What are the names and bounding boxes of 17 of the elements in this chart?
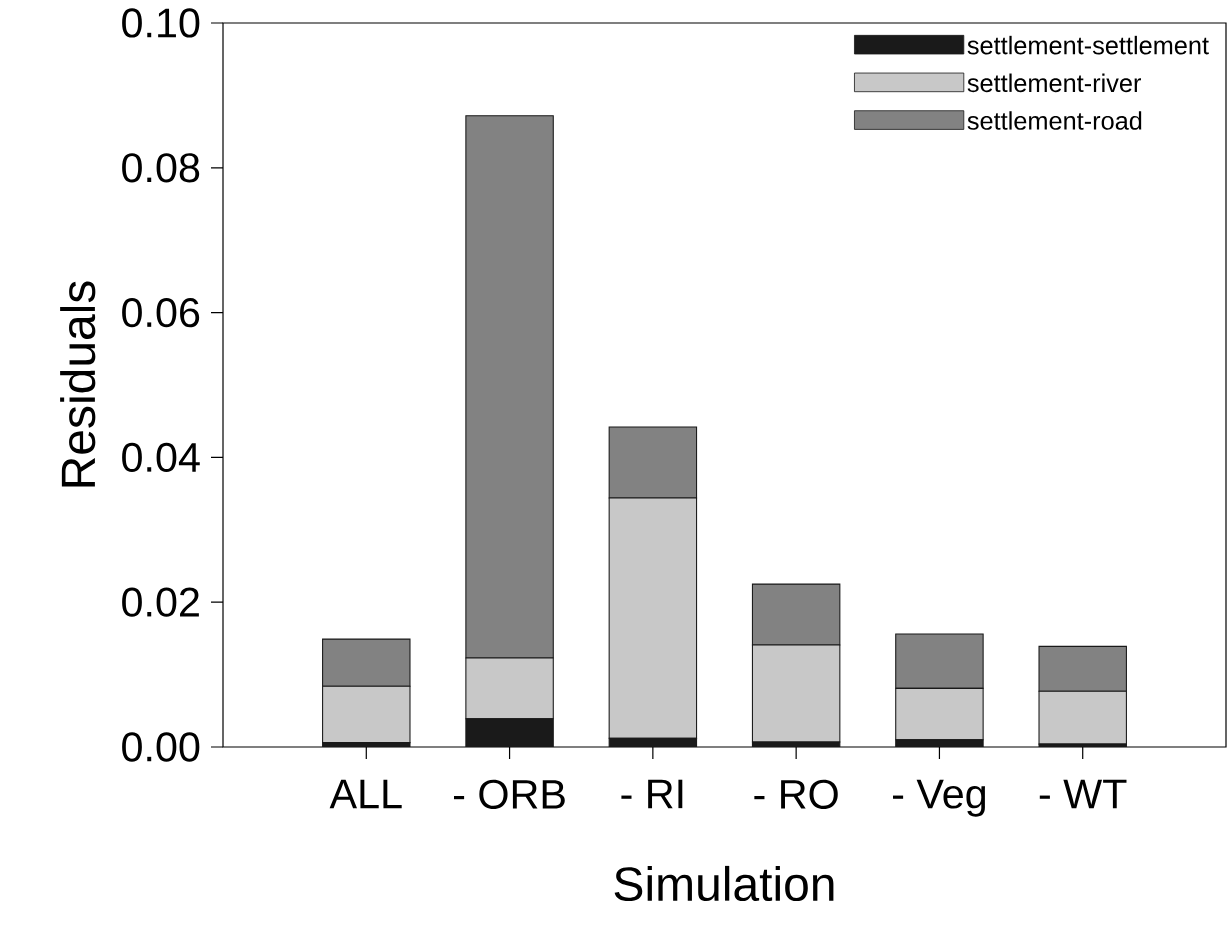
y-axis-title: Residuals	[60, 281, 96, 487]
y-tick-label: 0.08	[122, 153, 200, 183]
x-tick-label: - Veg	[893, 779, 986, 817]
legend-label: settlement-settlement	[967, 35, 1209, 55]
y-tick-label: 0.10	[122, 8, 200, 38]
x-tick-label: - RI	[621, 779, 683, 809]
x-axis-title: Simulation	[614, 865, 834, 902]
x-tick-label: ALL	[329, 779, 402, 809]
x-tick-label: - RO	[754, 779, 838, 809]
y-tick-label: 0.00	[122, 732, 200, 762]
y-tick-label: 0.04	[122, 442, 200, 473]
y-tick-label: 0.06	[122, 297, 200, 328]
legend-label: settlement-river	[967, 73, 1141, 93]
x-tick-label: - ORB	[454, 779, 565, 809]
legend-label: settlement-road	[967, 111, 1142, 130]
x-tick-label: - WT	[1039, 779, 1127, 809]
y-tick-label: 0.02	[122, 587, 199, 617]
